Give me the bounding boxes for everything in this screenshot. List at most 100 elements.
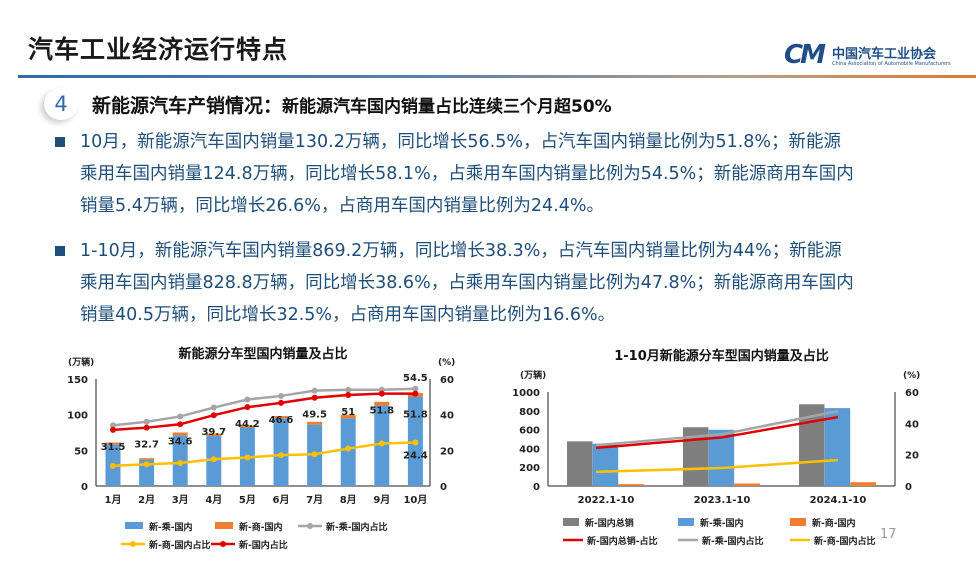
y-tick-label: 0: [533, 482, 540, 493]
page-number: 17: [880, 527, 897, 542]
bullet-square-icon: [55, 137, 65, 147]
legend-label: 新-国内总销: [585, 517, 634, 529]
x-tick-label: 6月: [273, 494, 290, 506]
x-tick-label: 2022.1-10: [578, 495, 635, 506]
y2-tick-label: 40: [905, 419, 919, 430]
logo-cn: 中国汽车工业协会: [832, 47, 937, 62]
chart-title: 新能源分车型国内销量及占比: [178, 346, 347, 362]
point-新-乘-国内占比: [278, 392, 284, 399]
point-新-国内占比: [110, 426, 116, 433]
point-新-国内占比: [278, 399, 284, 406]
point-新-乘-国内占比: [412, 385, 419, 392]
logo: CM 中国汽车工业协会 China Association of Automob…: [784, 40, 964, 70]
line-新-乘-国内占比: [595, 409, 839, 447]
y-tick-label: 600: [519, 426, 540, 437]
bar-新-商-国内: [239, 425, 255, 428]
point-新-商-国内占比: [110, 462, 116, 469]
point-新-国内占比: [244, 404, 251, 411]
legend-label: 新-商-国内: [812, 517, 855, 529]
data-label: 49.5: [302, 410, 327, 421]
x-tick-label: 7月: [306, 494, 323, 506]
data-label: 39.7: [201, 427, 226, 438]
y2-tick-label: 20: [905, 451, 919, 462]
legend-swatch: [215, 522, 233, 529]
y2-axis-label: (%): [903, 371, 920, 381]
section-title: 新能源汽车产销情况：: [92, 95, 283, 117]
bar-新-商-国内: [273, 416, 289, 419]
data-label: 32.7: [134, 440, 159, 451]
bullet-square-icon: [55, 246, 65, 256]
section-subtitle: 新能源汽车国内销量占比连续三个月超50%: [282, 97, 612, 117]
x-tick-label: 10月: [403, 494, 427, 506]
y-tick-label: 0: [81, 482, 88, 493]
point-新-商-国内占比: [345, 445, 352, 452]
point-新-商-国内占比: [412, 439, 419, 446]
bar-新-国内总销: [567, 441, 593, 486]
point-新-乘-国内占比: [177, 413, 184, 420]
bar-新-乘-国内: [824, 408, 851, 486]
data-label: 51.8: [369, 406, 394, 417]
data-label: 34.6: [168, 436, 193, 447]
legend-label: 新-国内占比: [239, 539, 288, 551]
x-tick-label: 9月: [373, 494, 390, 506]
bar-新-商-国内: [206, 433, 222, 437]
data-label: 51: [341, 407, 355, 418]
bar-新-商-国内: [734, 483, 760, 486]
data-label: 24.4: [403, 450, 428, 461]
point-新-国内占比: [311, 394, 318, 401]
data-label: 46.6: [269, 415, 294, 426]
y-axis-label: (万辆): [520, 369, 546, 381]
point-新-国内占比: [210, 412, 217, 419]
legend-swatch: [125, 522, 143, 529]
bar-新-乘-国内: [592, 443, 619, 486]
legend-label: 新-乘-国内占比: [326, 521, 387, 533]
legend-marker: [220, 541, 226, 547]
x-tick-label: 8月: [340, 494, 357, 506]
point-新-国内占比: [177, 421, 184, 428]
bar-新-商-国内: [618, 484, 644, 486]
y-tick-label: 1000: [512, 388, 540, 399]
bullet-item: 10月，新能源汽车国内销量130.2万辆，同比增长56.5%，占汽车国内销量比例…: [55, 126, 955, 222]
point-新-商-国内占比: [244, 454, 251, 461]
chart-title: 1-10月新能源分车型国内销量及占比: [614, 348, 829, 364]
point-新-商-国内占比: [177, 459, 184, 466]
bar-新-商-国内: [307, 421, 323, 425]
y-tick-label: 150: [67, 375, 88, 386]
bullet-line: 销量5.4万辆，同比增长26.6%，占商用车国内销量比例为24.4%。: [80, 196, 605, 216]
y-axis-label: (万辆): [68, 356, 94, 368]
legend-swatch: [563, 518, 579, 526]
point-新-商-国内占比: [143, 461, 150, 468]
point-新-国内占比: [412, 390, 419, 397]
bullet-line: 销量40.5万辆，同比增长32.5%，占商用车国内销量比例为16.6%。: [80, 305, 616, 325]
point-新-商-国内占比: [311, 451, 318, 458]
line-新-乘-国内占比: [112, 387, 416, 427]
logo-en: China Association of Automobile Manufact…: [832, 61, 951, 67]
data-label: 44.2: [235, 419, 260, 430]
title-divider: [18, 75, 976, 78]
point-新-商-国内占比: [210, 456, 217, 463]
point-新-国内占比: [143, 424, 150, 431]
bullet-line: 乘用车国内销量124.8万辆，同比增长58.1%，占乘用车国内销量比例为54.5…: [80, 164, 854, 184]
bar-新-商-国内: [139, 458, 155, 460]
x-tick-label: 1月: [105, 494, 122, 506]
legend-label: 新-商-国内占比: [149, 539, 210, 551]
bar-新-商-国内: [105, 442, 121, 445]
bar-新-商-国内: [340, 415, 356, 419]
bullet-line: 10月，新能源汽车国内销量130.2万辆，同比增长56.5%，占汽车国内销量比例…: [80, 132, 842, 152]
legend-swatch: [790, 518, 806, 526]
point-新-乘-国内占比: [143, 418, 150, 425]
point-新-国内占比: [345, 392, 352, 399]
point-新-乘-国内占比: [244, 396, 251, 403]
y2-axis-label: (%): [438, 358, 455, 368]
point-新-乘-国内占比: [311, 387, 318, 394]
data-label: 31.5: [101, 442, 126, 453]
point-新-商-国内占比: [378, 440, 385, 447]
logo-mark: CM: [784, 40, 826, 70]
legend-label: 新-商-国内占比: [814, 535, 875, 547]
y2-tick-label: 60: [905, 388, 919, 399]
slide-title: 汽车工业经济运行特点: [28, 35, 289, 64]
x-tick-label: 2024.1-10: [810, 495, 867, 506]
data-label: 54.5: [403, 373, 428, 384]
